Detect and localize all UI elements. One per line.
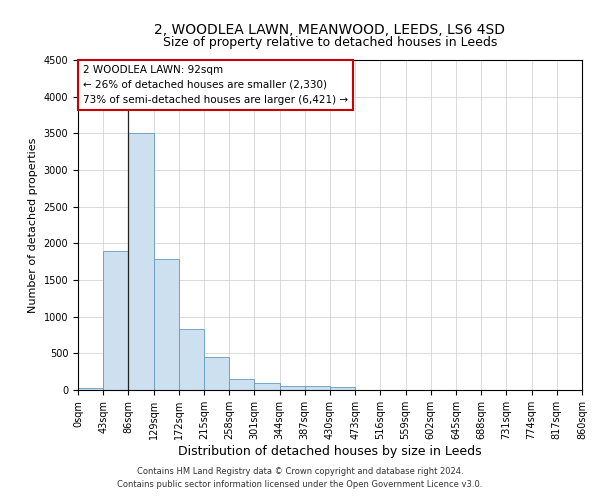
Y-axis label: Number of detached properties: Number of detached properties xyxy=(28,138,38,312)
Text: 2, WOODLEA LAWN, MEANWOOD, LEEDS, LS6 4SD: 2, WOODLEA LAWN, MEANWOOD, LEEDS, LS6 4S… xyxy=(155,22,505,36)
Bar xyxy=(179,329,204,390)
Text: 2 WOODLEA LAWN: 92sqm
← 26% of detached houses are smaller (2,330)
73% of semi-d: 2 WOODLEA LAWN: 92sqm ← 26% of detached … xyxy=(83,65,348,104)
Bar xyxy=(229,378,254,390)
Text: Contains HM Land Registry data © Crown copyright and database right 2024.: Contains HM Land Registry data © Crown c… xyxy=(137,467,463,476)
Bar xyxy=(280,386,305,390)
Bar xyxy=(154,260,179,390)
Bar xyxy=(254,383,280,390)
Bar xyxy=(78,388,103,390)
Bar xyxy=(305,386,330,390)
Bar xyxy=(128,134,154,390)
Text: Contains public sector information licensed under the Open Government Licence v3: Contains public sector information licen… xyxy=(118,480,482,489)
Bar xyxy=(330,388,355,390)
Text: Size of property relative to detached houses in Leeds: Size of property relative to detached ho… xyxy=(163,36,497,49)
Bar xyxy=(103,250,128,390)
X-axis label: Distribution of detached houses by size in Leeds: Distribution of detached houses by size … xyxy=(178,444,482,458)
Bar xyxy=(204,356,229,390)
